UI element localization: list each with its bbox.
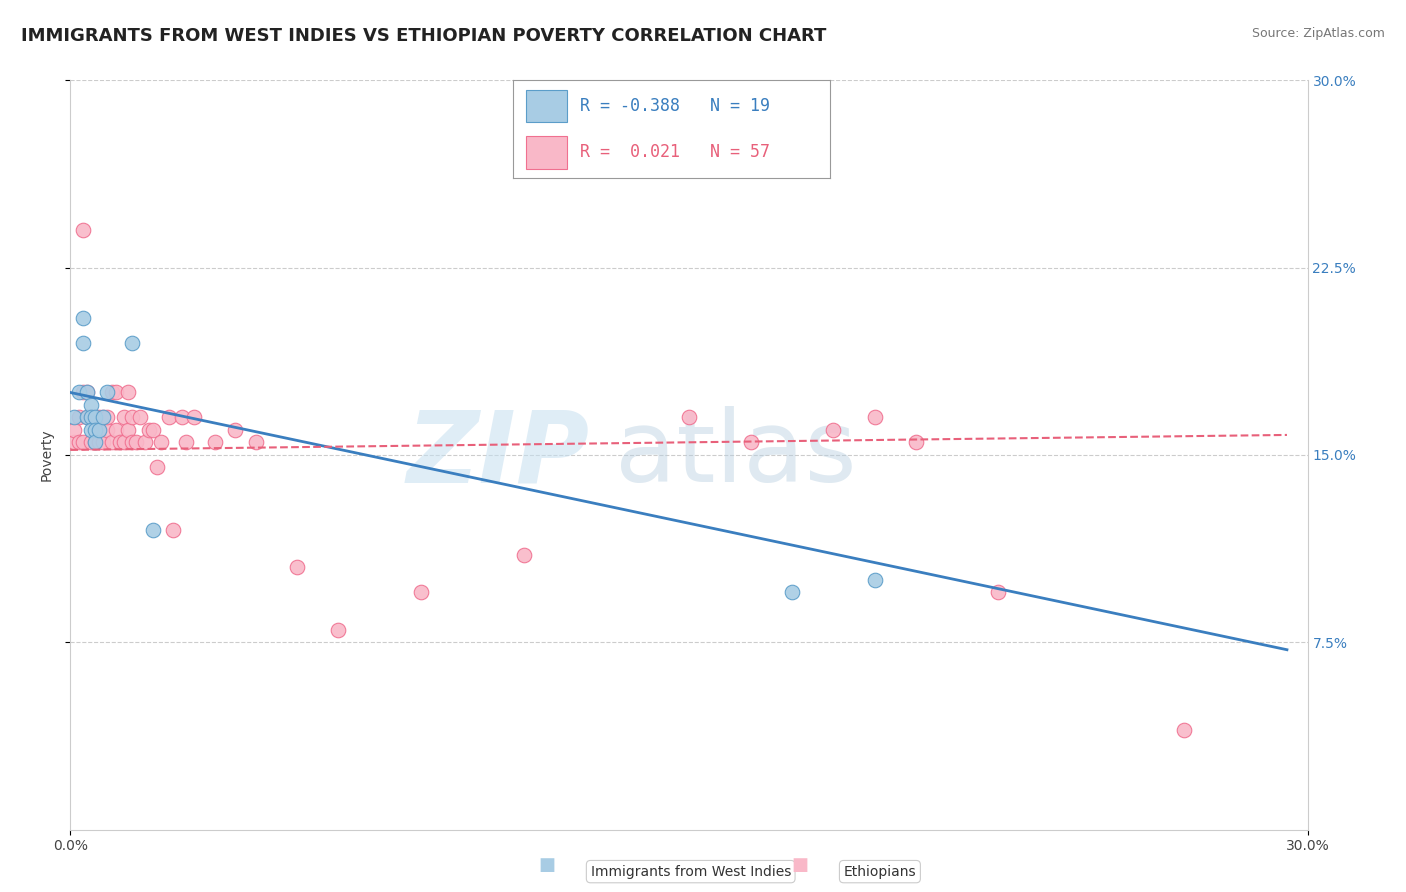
Point	[91, 410, 114, 425]
Y-axis label: Poverty: Poverty	[39, 429, 53, 481]
Point	[89, 423, 111, 437]
Text: Source: ZipAtlas.com: Source: ZipAtlas.com	[1251, 27, 1385, 40]
Point	[162, 523, 184, 537]
Point	[823, 423, 845, 437]
Point	[84, 435, 107, 450]
Text: R =  0.021   N = 57: R = 0.021 N = 57	[579, 144, 769, 161]
Point	[117, 385, 139, 400]
Point	[72, 385, 94, 400]
Point	[80, 410, 103, 425]
Point	[80, 423, 103, 437]
Point	[108, 435, 131, 450]
Point	[245, 435, 267, 450]
Point	[129, 410, 152, 425]
Point	[513, 548, 536, 562]
Point	[72, 310, 94, 325]
Point	[204, 435, 226, 450]
Point	[678, 410, 700, 425]
Text: IMMIGRANTS FROM WEST INDIES VS ETHIOPIAN POVERTY CORRELATION CHART: IMMIGRANTS FROM WEST INDIES VS ETHIOPIAN…	[21, 27, 827, 45]
Point	[112, 435, 135, 450]
Point	[157, 410, 180, 425]
Point	[134, 435, 156, 450]
Bar	[526, 136, 567, 169]
Point	[76, 410, 98, 425]
Point	[89, 435, 111, 450]
Point	[91, 435, 114, 450]
Text: atlas: atlas	[614, 407, 856, 503]
Point	[100, 435, 122, 450]
Point	[72, 435, 94, 450]
Point	[84, 423, 107, 437]
Point	[84, 410, 107, 425]
Point	[63, 423, 86, 437]
Point	[84, 435, 107, 450]
Point	[740, 435, 762, 450]
Point	[863, 410, 886, 425]
Point	[80, 398, 103, 412]
Point	[76, 385, 98, 400]
Text: ZIP: ZIP	[406, 407, 591, 503]
Point	[121, 435, 143, 450]
Point	[96, 385, 118, 400]
Point	[1173, 723, 1195, 737]
Point	[76, 385, 98, 400]
Text: ■: ■	[792, 856, 808, 874]
Point	[72, 335, 94, 350]
Point	[63, 410, 86, 425]
Point	[174, 435, 197, 450]
Point	[67, 435, 90, 450]
Point	[183, 410, 205, 425]
Point	[409, 585, 432, 599]
Point	[76, 410, 98, 425]
Point	[72, 223, 94, 237]
Point	[63, 435, 86, 450]
Point	[142, 523, 165, 537]
Text: ■: ■	[538, 856, 555, 874]
Point	[84, 410, 107, 425]
Point	[121, 335, 143, 350]
Point	[904, 435, 927, 450]
Point	[67, 410, 90, 425]
Point	[117, 423, 139, 437]
Point	[89, 423, 111, 437]
Point	[80, 410, 103, 425]
Point	[170, 410, 193, 425]
Point	[96, 410, 118, 425]
Point	[863, 573, 886, 587]
Point	[125, 435, 148, 450]
Point	[138, 423, 160, 437]
Text: R = -0.388   N = 19: R = -0.388 N = 19	[579, 97, 769, 115]
Text: Immigrants from West Indies: Immigrants from West Indies	[591, 864, 792, 879]
Point	[96, 423, 118, 437]
Point	[80, 435, 103, 450]
Point	[67, 385, 90, 400]
Point	[285, 560, 308, 574]
Point	[104, 385, 127, 400]
Point	[100, 385, 122, 400]
Point	[780, 585, 803, 599]
Point	[146, 460, 169, 475]
Point	[112, 410, 135, 425]
Point	[91, 410, 114, 425]
Point	[987, 585, 1010, 599]
Point	[224, 423, 246, 437]
Point	[89, 410, 111, 425]
Bar	[526, 90, 567, 122]
Point	[104, 423, 127, 437]
Point	[328, 623, 350, 637]
Point	[142, 423, 165, 437]
Point	[150, 435, 173, 450]
Point	[121, 410, 143, 425]
Text: Ethiopians: Ethiopians	[844, 864, 917, 879]
